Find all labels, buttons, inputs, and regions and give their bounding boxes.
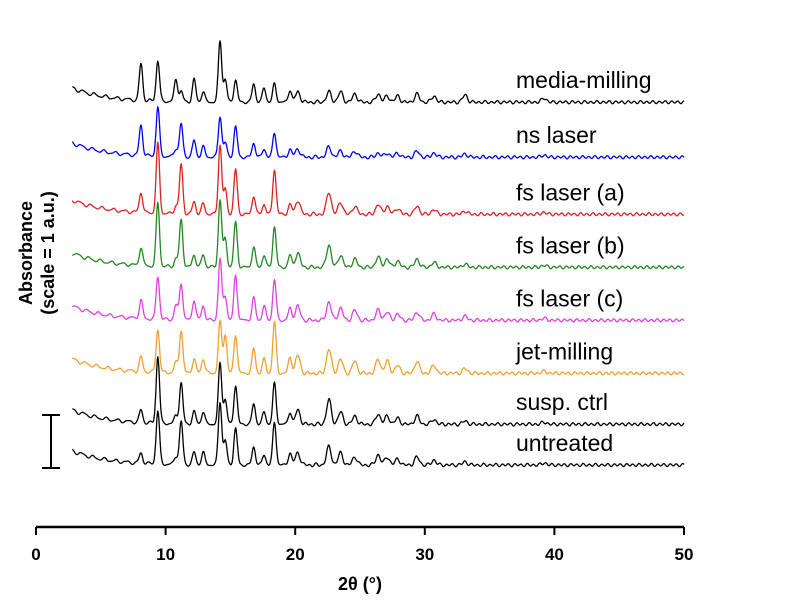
series-label: media-milling [516,67,651,93]
traces-group [71,40,685,468]
series-label: ns laser [516,122,597,148]
series-label: fs laser (b) [516,232,625,258]
x-axis-ticks: 0 10 20 30 40 50 [31,527,693,564]
series-label: susp. ctrl [516,389,608,415]
series-trace [72,319,685,376]
series-label: fs laser (a) [516,179,625,205]
series-trace [71,106,685,160]
x-tick-label: 20 [286,545,305,564]
series-trace [71,141,685,217]
series-trace [71,257,685,323]
series-trace [72,356,685,427]
series-label: jet-milling [515,338,613,364]
y-axis-title: Absorbance [16,201,36,305]
series-trace [71,401,685,468]
x-tick-label: 10 [156,545,175,564]
x-tick-label: 0 [31,545,40,564]
series-label: untreated [516,430,613,456]
scale-bar [42,414,60,469]
y-axis-subtitle: (scale = 1 a.u.) [38,191,58,315]
series-label: fs laser (c) [516,285,623,311]
series-labels-group: media-milling ns laser fs laser (a) fs lase… [515,67,651,456]
x-tick-label: 30 [415,545,434,564]
series-trace [72,40,685,105]
series-trace [72,199,685,270]
x-tick-label: 40 [545,545,564,564]
x-axis-title: 2θ (°) [338,574,382,594]
x-tick-label: 50 [675,545,694,564]
